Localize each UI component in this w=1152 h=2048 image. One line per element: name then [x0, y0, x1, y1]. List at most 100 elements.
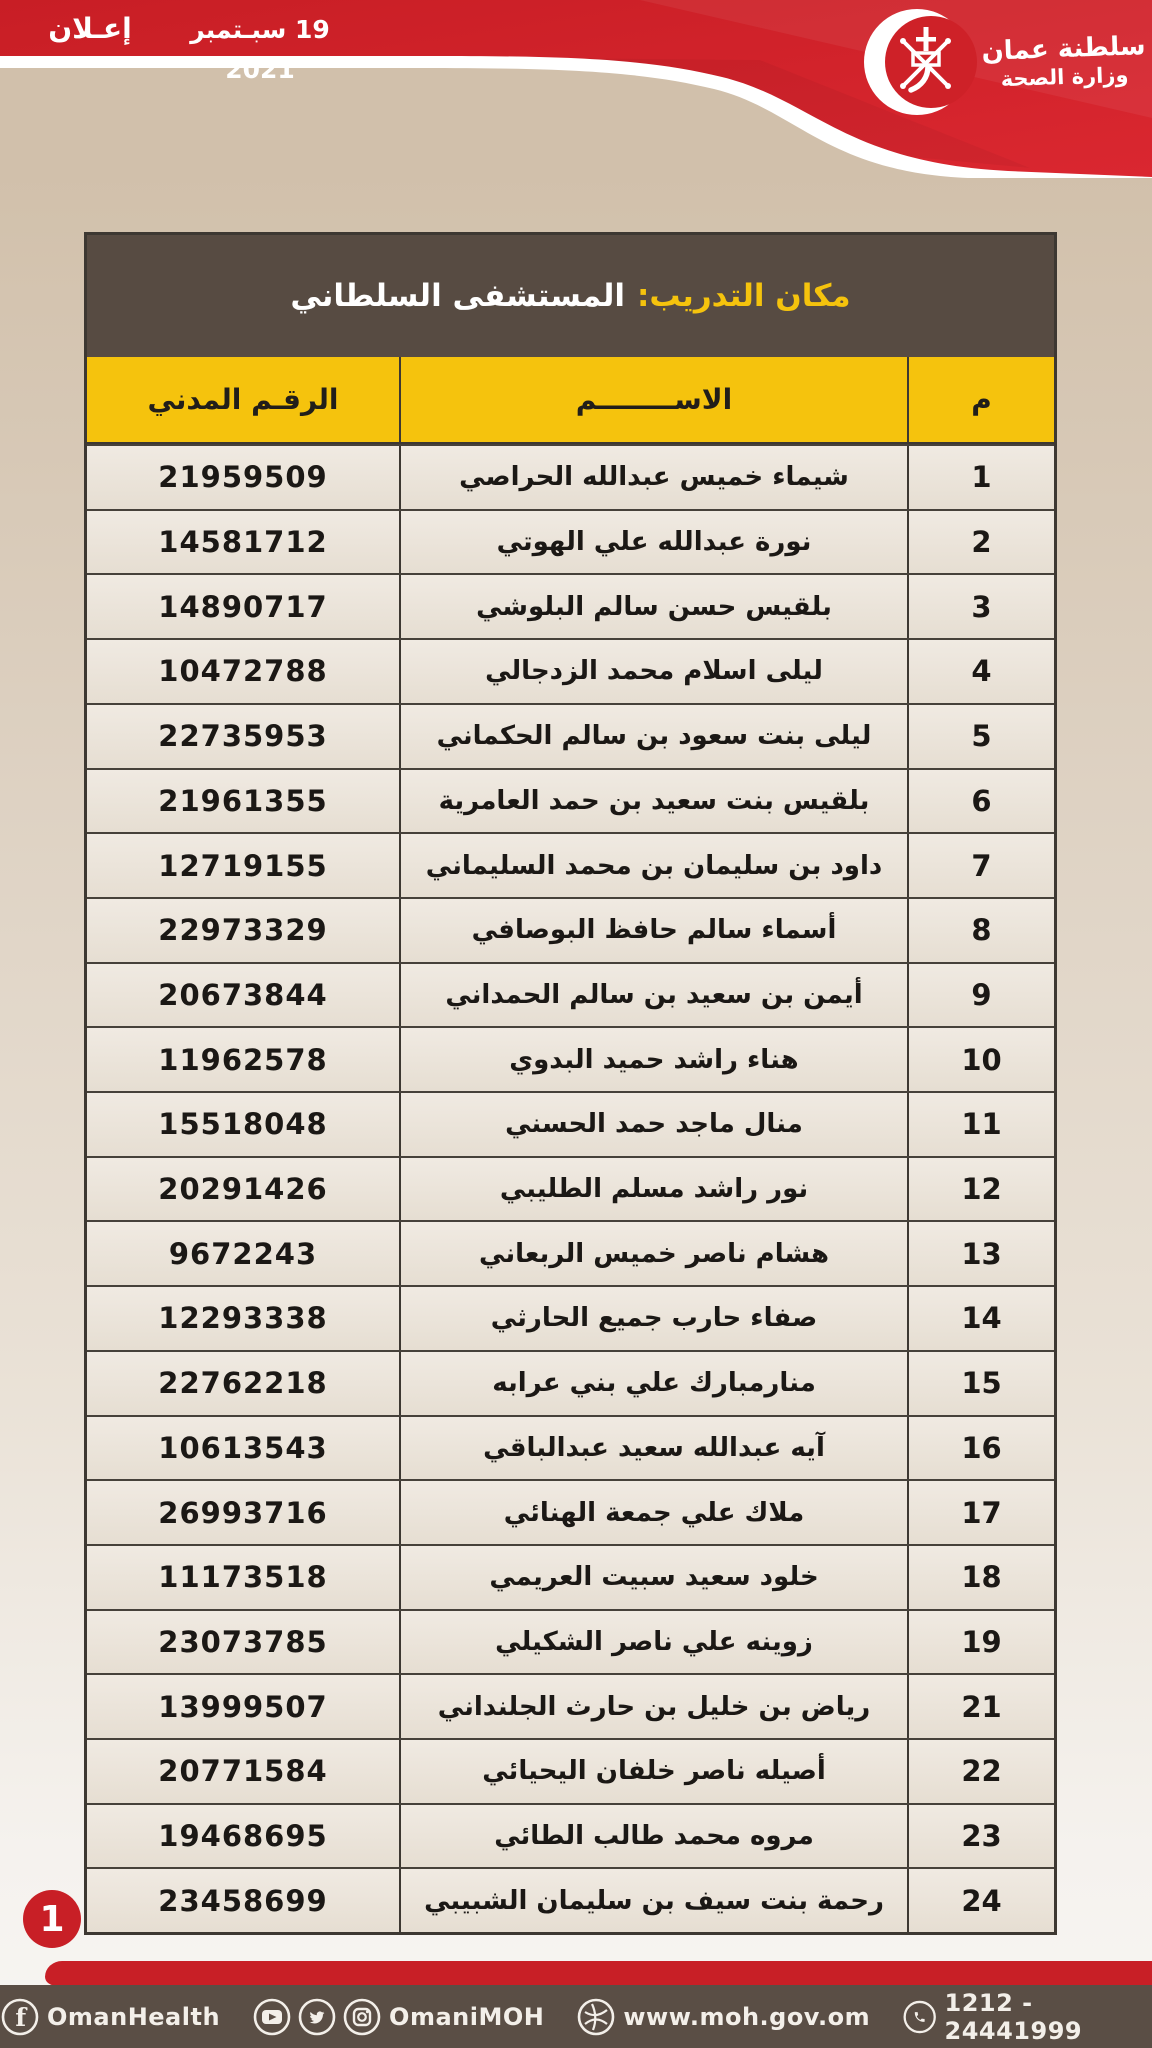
- row-serial: 19: [907, 1610, 1054, 1674]
- row-name: صفاء حارب جميع الحارثي: [399, 1287, 907, 1350]
- table-row: 4 ليلى اسلام محمد الزدجالي 10472788: [87, 638, 1054, 703]
- row-serial: 10: [907, 1028, 1054, 1092]
- row-civil-number: 22973329: [158, 913, 328, 948]
- row-civil-number: 12719155: [158, 848, 328, 883]
- header-date: 19 سبـتمبر 2021: [190, 15, 330, 84]
- row-name: بلقيس بنت سعيد بن حمد العامرية: [399, 769, 907, 833]
- row-name: داود بن سليمان بن محمد السليماني: [399, 834, 907, 897]
- row-civil-number: 21959509: [158, 460, 328, 495]
- table-body: 1 شيماء خميس عبدالله الحراصي 21959509 2 …: [87, 444, 1054, 1933]
- row-name: زوينه علي ناصر الشكيلي: [399, 1610, 907, 1674]
- row-name: رحمة بنت سيف بن سليمان الشبيبي: [399, 1869, 907, 1933]
- row-serial: 7: [907, 834, 1054, 897]
- training-location-label: مكان التدريب:: [636, 278, 851, 314]
- row-name: ليلى بنت سعود بن سالم الحكماني: [399, 704, 907, 768]
- row-civil-number: 14581712: [158, 525, 328, 560]
- table-row: 2 نورة عبدالله علي الهوتي 14581712: [87, 508, 1054, 574]
- row-name: هناء راشد حميد البدوي: [399, 1028, 907, 1092]
- row-civil-number: 20673844: [158, 977, 328, 1012]
- row-serial: 18: [907, 1545, 1054, 1609]
- footer-facebook-link[interactable]: f OmanHealth: [0, 1997, 220, 2037]
- logo-ministry-name: وزارة الصحة: [1000, 62, 1129, 92]
- oman-crescent-emblem-icon: [863, 9, 977, 115]
- table-row: 23 مروه محمد طالب الطائي 19468695: [87, 1802, 1054, 1868]
- globe-icon: [578, 1998, 615, 2035]
- table-row: 6 بلقيس بنت سعيد بن حمد العامرية 2196135…: [87, 767, 1054, 833]
- table-row: 24 رحمة بنت سيف بن سليمان الشبيبي 234586…: [87, 1867, 1054, 1933]
- row-civil-number: 23073785: [158, 1625, 328, 1659]
- row-serial: 23: [907, 1804, 1054, 1868]
- row-civil-number: 11962578: [158, 1042, 328, 1077]
- table-row: 12 نور راشد مسلم الطليبي 20291426: [87, 1155, 1054, 1221]
- row-civil-number: 14890717: [158, 589, 328, 624]
- training-location-value: المستشفى السلطاني: [290, 278, 625, 314]
- logo-text: سلطنة عمان وزارة الصحة: [981, 31, 1147, 93]
- row-serial: 5: [907, 704, 1054, 768]
- facebook-handle: OmanHealth: [47, 2002, 221, 2031]
- row-name: أيمن بن سعيد بن سالم الحمداني: [399, 963, 907, 1027]
- social-handle: OmaniMOH: [389, 2002, 545, 2031]
- row-name: نور راشد مسلم الطليبي: [399, 1157, 907, 1221]
- row-serial: 17: [907, 1481, 1054, 1544]
- row-civil-number: 22735953: [158, 719, 328, 754]
- instagram-icon: [343, 1998, 381, 2035]
- row-name: ليلى اسلام محمد الزدجالي: [399, 640, 907, 703]
- row-name: هشام ناصر خميس الربعاني: [399, 1222, 907, 1286]
- row-name: منارمبارك علي بني عرابه: [399, 1351, 907, 1415]
- table-row: 1 شيماء خميس عبدالله الحراصي 21959509: [87, 444, 1054, 509]
- row-name: مروه محمد طالب الطائي: [399, 1804, 907, 1868]
- page-number-badge: 1: [23, 1890, 81, 1948]
- row-civil-number: 19468695: [158, 1819, 328, 1854]
- footer-bar: f OmanHealth OmaniMOH: [0, 1985, 1152, 2048]
- page-header: إعـلان 19 سبـتمبر 2021 سلطنة عمان وزارة …: [0, 0, 1152, 178]
- row-civil-number: 26993716: [158, 1495, 328, 1530]
- row-name: بلقيس حسن سالم البلوشي: [399, 575, 907, 639]
- row-name: ملاك علي جمعة الهنائي: [399, 1481, 907, 1544]
- footer-red-stripe: [45, 1961, 1152, 1986]
- trainees-table: مكان التدريب: المستشفى السلطاني م الاســ…: [84, 232, 1057, 1935]
- row-civil-number: 13999507: [158, 1689, 328, 1724]
- row-serial: 13: [907, 1222, 1054, 1286]
- table-header-row: م الاســــــــم الرقـم المدني: [87, 357, 1054, 444]
- table-row: 17 ملاك علي جمعة الهنائي 26993716: [87, 1479, 1054, 1544]
- row-name: نورة عبدالله علي الهوتي: [399, 510, 907, 574]
- row-serial: 2: [907, 510, 1054, 574]
- row-civil-number: 9672243: [168, 1236, 318, 1271]
- table-row: 7 داود بن سليمان بن محمد السليماني 12719…: [87, 832, 1054, 897]
- table-row: 14 صفاء حارب جميع الحارثي 12293338: [87, 1285, 1054, 1350]
- column-header-civil-number: الرقـم المدني: [147, 383, 339, 416]
- social-icons: [252, 1997, 382, 2037]
- youtube-icon: [253, 1998, 291, 2035]
- row-civil-number: 20771584: [158, 1754, 328, 1789]
- row-civil-number: 21961355: [158, 783, 328, 818]
- row-civil-number: 20291426: [158, 1172, 328, 1207]
- row-name: أسماء سالم حافظ البوصافي: [399, 898, 907, 962]
- row-name: آيه عبدالله سعيد عبدالباقي: [399, 1416, 907, 1480]
- footer-phone[interactable]: 1212 - 24441999: [902, 1989, 1152, 2045]
- footer-website-link[interactable]: www.moh.gov.om: [576, 1997, 870, 2037]
- row-name: شيماء خميس عبدالله الحراصي: [399, 446, 907, 509]
- row-serial: 3: [907, 575, 1054, 639]
- table-row: 21 رياض بن خليل بن حارث الجلنداني 139995…: [87, 1673, 1054, 1739]
- row-serial: 1: [907, 446, 1054, 509]
- table-row: 19 زوينه علي ناصر الشكيلي 23073785: [87, 1608, 1054, 1674]
- table-row: 3 بلقيس حسن سالم البلوشي 14890717: [87, 573, 1054, 639]
- table-row: 10 هناء راشد حميد البدوي 11962578: [87, 1026, 1054, 1092]
- row-civil-number: 12293338: [158, 1301, 328, 1336]
- footer-social-links[interactable]: OmaniMOH: [252, 1997, 544, 2037]
- table-row: 8 أسماء سالم حافظ البوصافي 22973329: [87, 896, 1054, 962]
- row-name: منال ماجد حمد الحسني: [399, 1093, 907, 1156]
- twitter-icon: [298, 1998, 336, 2035]
- row-serial: 21: [907, 1675, 1054, 1739]
- row-civil-number: 10613543: [158, 1430, 328, 1465]
- table-title: مكان التدريب: المستشفى السلطاني: [87, 235, 1054, 357]
- row-serial: 6: [907, 769, 1054, 833]
- table-row: 18 خلود سعيد سبيت العريمي 11173518: [87, 1543, 1054, 1609]
- row-civil-number: 11173518: [158, 1560, 328, 1595]
- row-serial: 9: [907, 963, 1054, 1027]
- row-serial: 12: [907, 1157, 1054, 1221]
- row-serial: 15: [907, 1351, 1054, 1415]
- row-civil-number: 23458699: [158, 1883, 328, 1918]
- row-civil-number: 22762218: [158, 1366, 328, 1401]
- row-civil-number: 10472788: [158, 654, 328, 689]
